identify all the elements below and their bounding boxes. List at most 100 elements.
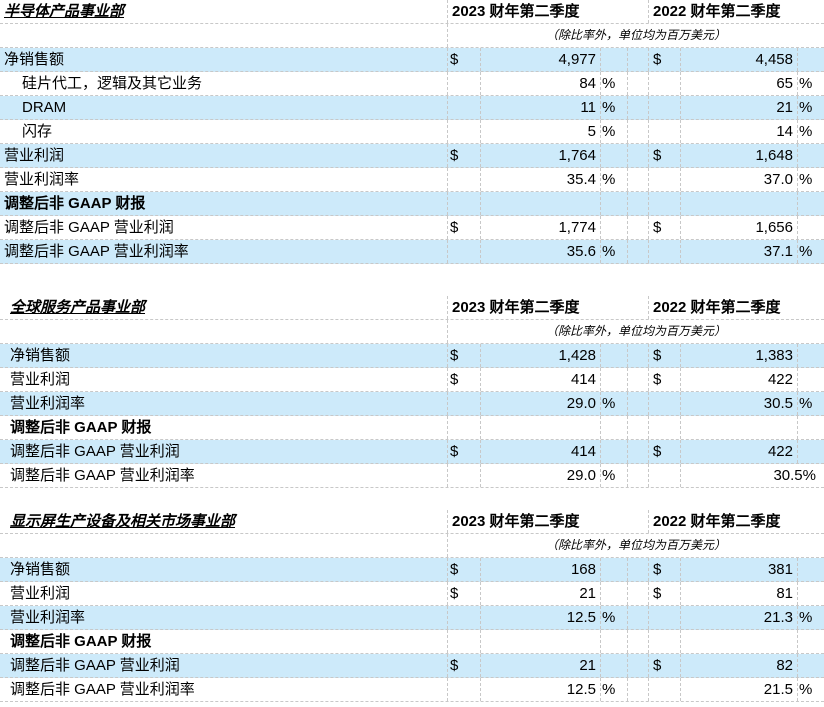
value-2022: [680, 630, 797, 653]
table-row: 调整后非 GAAP 财报: [0, 630, 824, 654]
percent-2022: [797, 630, 824, 653]
currency-2022: [648, 464, 680, 487]
table-row: DRAM 11% 21%: [0, 96, 824, 120]
value-2022: 30.5: [680, 392, 797, 415]
header-row: 显示屏生产设备及相关市场事业部 2023 财年第二季度 2022 财年第二季度: [0, 510, 824, 534]
currency-2022: [648, 392, 680, 415]
table-row: 营业利润 $21 $81: [0, 582, 824, 606]
value-2023: 29.0: [480, 464, 600, 487]
percent-2022: %: [797, 168, 824, 191]
spacer: [627, 192, 648, 215]
value-2022: 37.1: [680, 240, 797, 263]
value-2022: 422: [680, 440, 797, 463]
percent-2023: %: [600, 678, 627, 701]
currency-2022: [648, 416, 680, 439]
row-label: 调整后非 GAAP 营业利润率: [4, 243, 189, 260]
percent-2023: [600, 344, 627, 367]
percent-2023: [600, 654, 627, 677]
spacer: [627, 654, 648, 677]
row-label: 硅片代工，逻辑及其它业务: [22, 75, 203, 92]
row-label: DRAM: [22, 99, 67, 116]
row-label: 营业利润率: [4, 171, 80, 188]
percent-2022: [797, 654, 824, 677]
percent-2022: [797, 368, 824, 391]
row-label: 调整后非 GAAP 财报: [10, 633, 152, 650]
percent-2022: %: [797, 96, 824, 119]
table-row: 调整后非 GAAP 营业利润 $414 $422: [0, 440, 824, 464]
currency-2022: $: [648, 440, 680, 463]
currency-2023: $: [447, 144, 480, 167]
value-2022: 65: [680, 72, 797, 95]
percent-2023: %: [600, 392, 627, 415]
percent-2022: %: [797, 392, 824, 415]
percent-2023: [600, 216, 627, 239]
value-2023: 12.5: [480, 606, 600, 629]
percent-2023: [600, 630, 627, 653]
value-2022: 21: [680, 96, 797, 119]
value-2022: 4,458: [680, 48, 797, 71]
percent-2023: [600, 144, 627, 167]
spacer: [627, 416, 648, 439]
: 全球服务产品事业部: [10, 299, 146, 316]
value-2022: 37.0: [680, 168, 797, 191]
row-label: 营业利润: [10, 585, 71, 602]
percent-2023: [600, 582, 627, 605]
units-note: （除比率外，单位均为百万美元）: [447, 24, 824, 47]
table-row: 调整后非 GAAP 营业利润率 35.6% 37.1%: [0, 240, 824, 264]
column-header-2023: 2023 财年第二季度: [447, 296, 627, 319]
spacer: [627, 678, 648, 701]
value-2023: 21: [480, 582, 600, 605]
currency-2023: [447, 678, 480, 701]
value-2022: 82: [680, 654, 797, 677]
value-2023: [480, 630, 600, 653]
percent-2022: [797, 582, 824, 605]
section-title: 半导体产品事业部: [0, 0, 447, 23]
spacer: [627, 216, 648, 239]
currency-2022: [648, 192, 680, 215]
currency-2022: $: [648, 344, 680, 367]
row-label: 净销售额: [4, 51, 65, 68]
spacer: [627, 440, 648, 463]
value-2022: 1,648: [680, 144, 797, 167]
currency-2023: [447, 392, 480, 415]
spacer: [627, 464, 648, 487]
value-2022: 422: [680, 368, 797, 391]
currency-2023: $: [447, 582, 480, 605]
percent-2022: [797, 416, 824, 439]
currency-2022: [648, 240, 680, 263]
spacer: [627, 392, 648, 415]
percent-2022: [797, 216, 824, 239]
percent-2023: [600, 48, 627, 71]
value-2023: 1,764: [480, 144, 600, 167]
percent-2022: %: [797, 606, 824, 629]
label-cell: [0, 320, 447, 343]
percent-2023: [600, 558, 627, 581]
row-label: 调整后非 GAAP 营业利润: [4, 219, 174, 236]
value-2023: 168: [480, 558, 600, 581]
currency-2022: $: [648, 368, 680, 391]
currency-2023: $: [447, 48, 480, 71]
row-label: 闪存: [22, 123, 53, 140]
spacer: [627, 606, 648, 629]
currency-2023: [447, 96, 480, 119]
currency-2023: $: [447, 368, 480, 391]
currency-2022: [648, 630, 680, 653]
table-row: 净销售额 $168 $381: [0, 558, 824, 582]
table-row: 调整后非 GAAP 营业利润率 12.5% 21.5%: [0, 678, 824, 702]
value-2022: [680, 192, 797, 215]
row-label: 调整后非 GAAP 营业利润: [10, 657, 180, 674]
currency-2023: [447, 606, 480, 629]
percent-2022: %: [797, 240, 824, 263]
value-2023: 35.4: [480, 168, 600, 191]
currency-2023: [447, 72, 480, 95]
row-label: 调整后非 GAAP 营业利润: [10, 443, 180, 460]
percent-2023: %: [600, 464, 627, 487]
percent-2023: %: [600, 96, 627, 119]
currency-2022: $: [648, 558, 680, 581]
table-row: 营业利润 $414 $422: [0, 368, 824, 392]
table-row: 营业利润率 35.4% 37.0%: [0, 168, 824, 192]
percent-2022: %: [797, 72, 824, 95]
table-row: 调整后非 GAAP 营业利润 $1,774 $1,656: [0, 216, 824, 240]
spacer: [627, 344, 648, 367]
currency-2023: [447, 192, 480, 215]
